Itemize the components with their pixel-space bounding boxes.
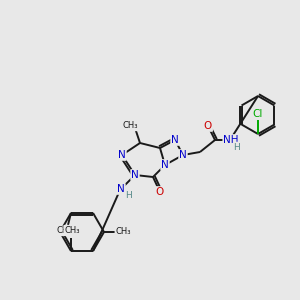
Text: CH₃: CH₃ — [115, 227, 131, 236]
Text: N: N — [118, 150, 126, 160]
Text: N: N — [131, 170, 139, 180]
Text: NH: NH — [223, 135, 239, 145]
Text: H: H — [126, 191, 132, 200]
Text: Cl: Cl — [253, 109, 263, 119]
Text: N: N — [117, 184, 125, 194]
Text: O: O — [156, 187, 164, 197]
Text: CH₃: CH₃ — [122, 122, 138, 130]
Text: N: N — [161, 160, 169, 170]
Text: H: H — [234, 142, 240, 152]
Text: CH₃: CH₃ — [64, 226, 80, 235]
Text: N: N — [171, 135, 179, 145]
Text: CH₃: CH₃ — [56, 226, 72, 236]
Text: N: N — [179, 150, 187, 160]
Text: O: O — [204, 121, 212, 131]
